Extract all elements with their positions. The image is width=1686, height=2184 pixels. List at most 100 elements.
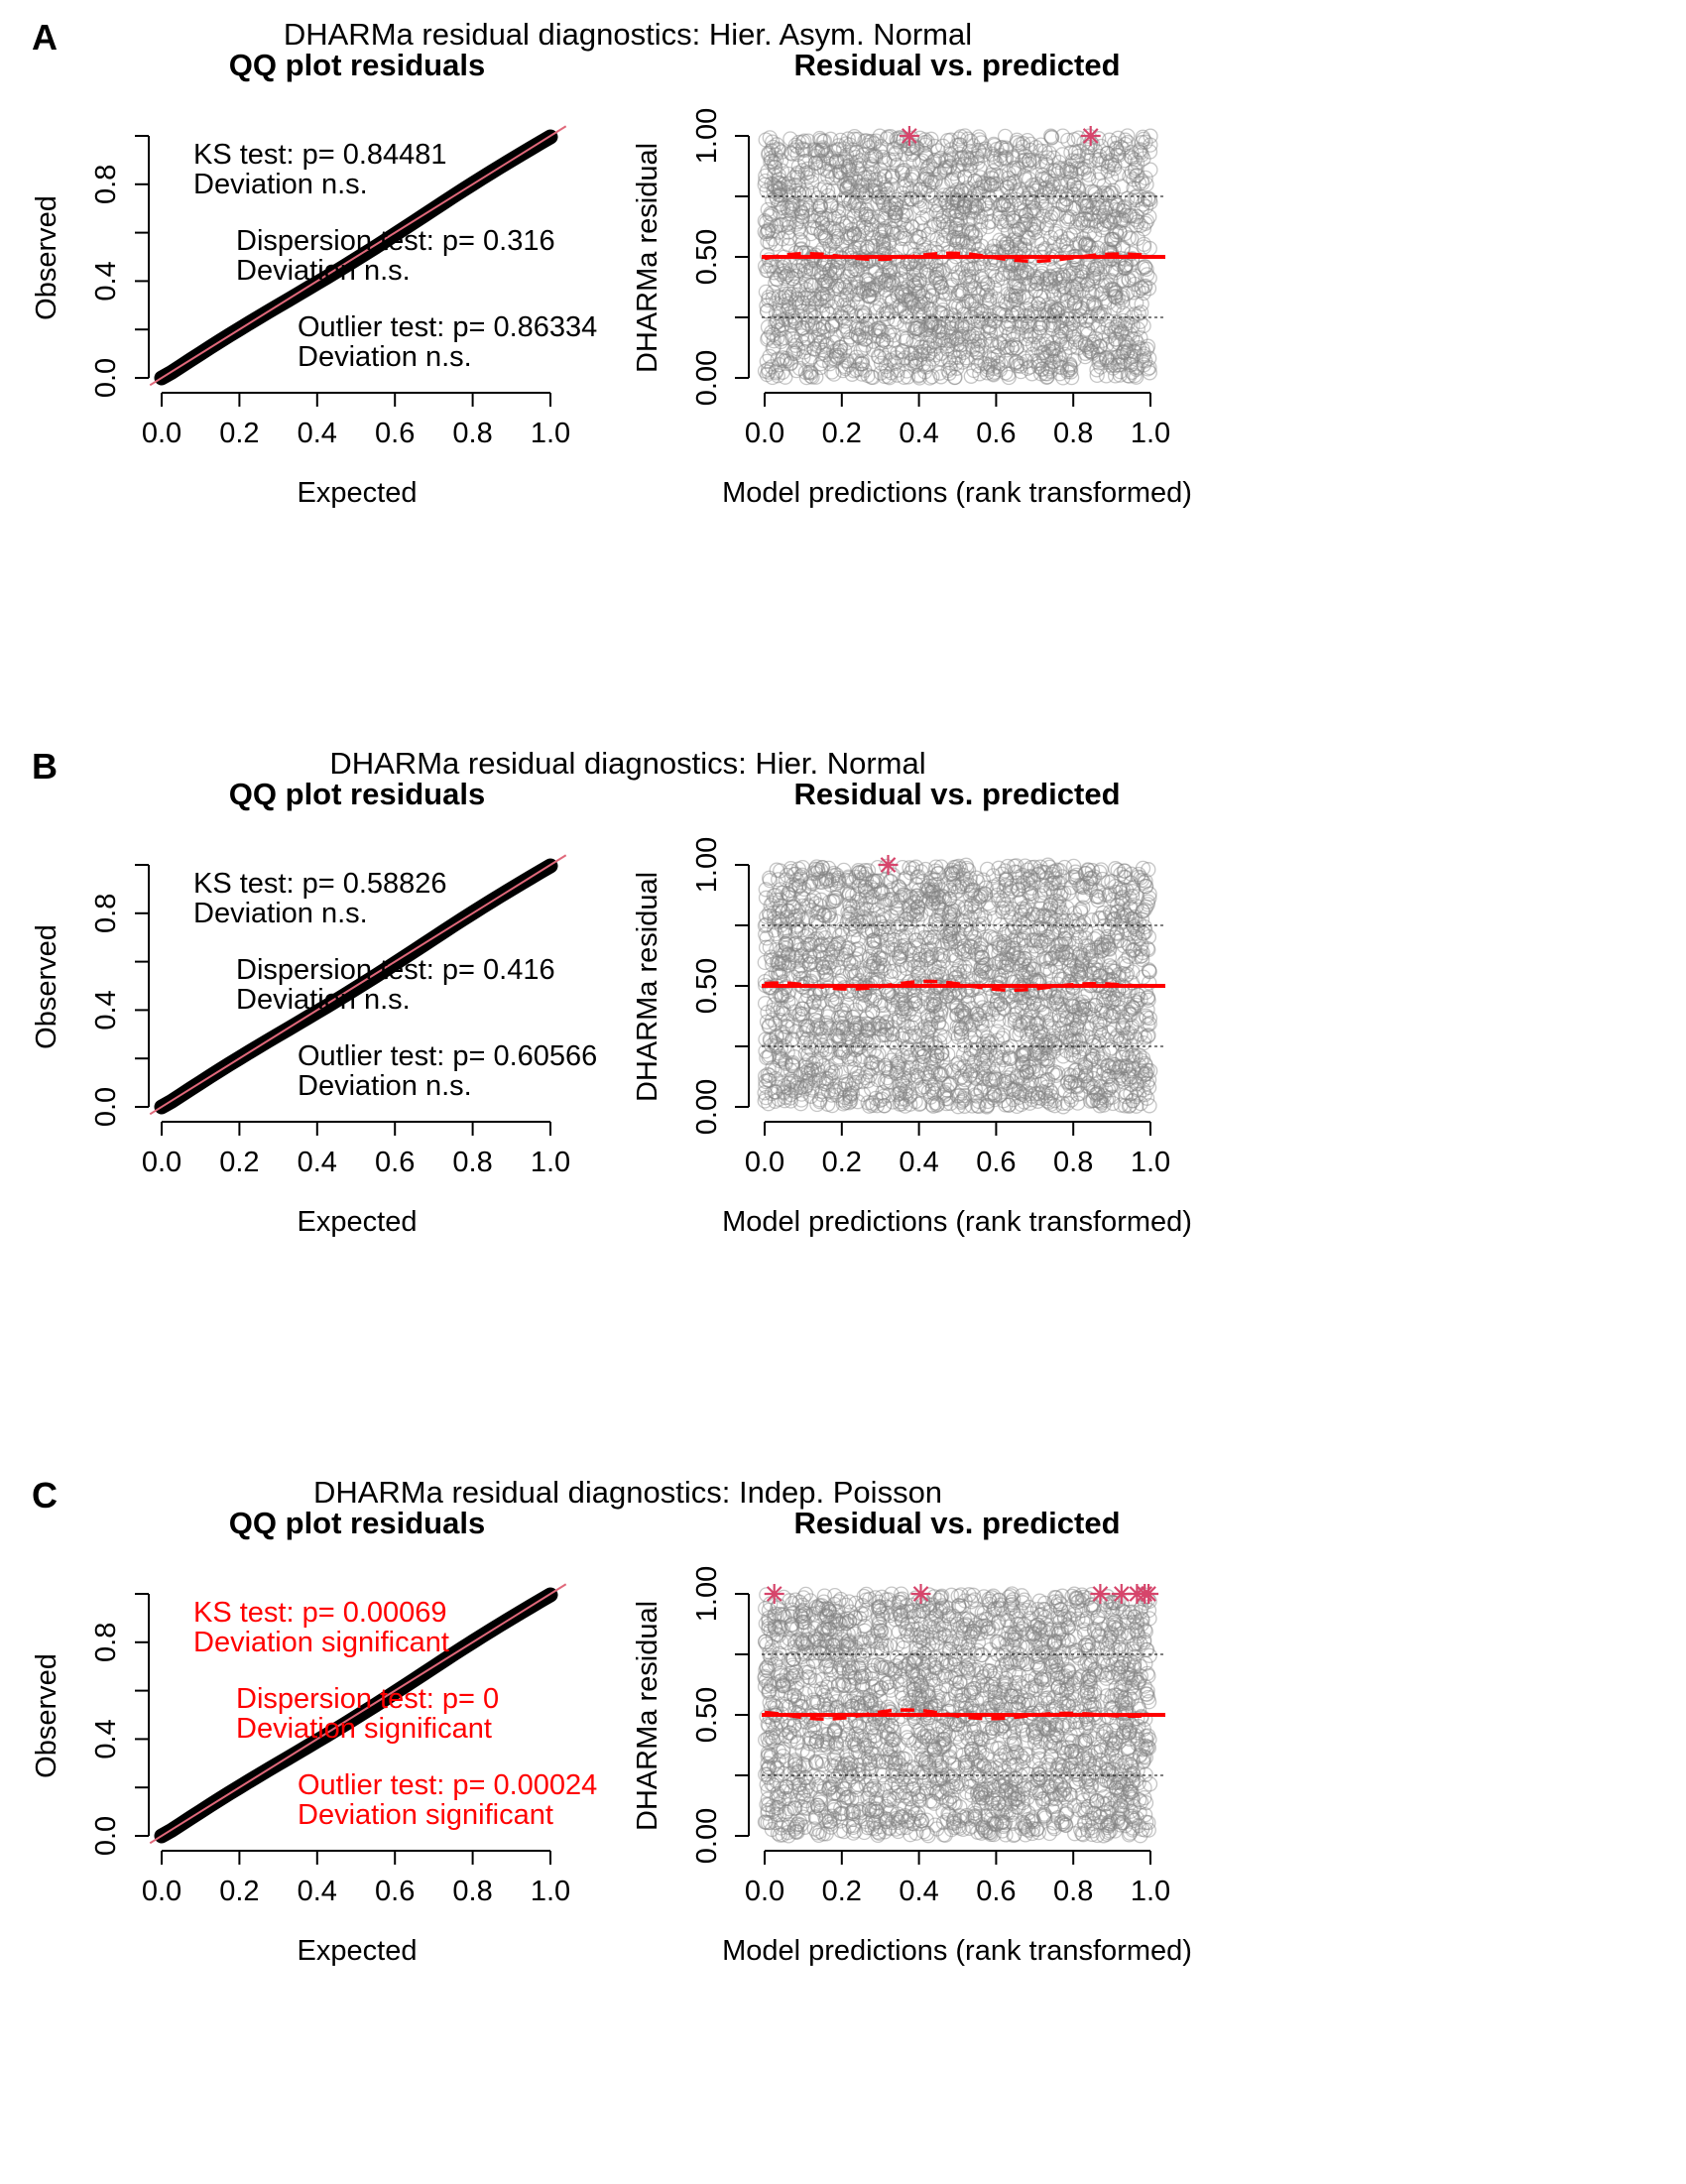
residual-point	[806, 341, 822, 357]
residual-point	[1042, 273, 1058, 289]
residual-x-tick-label: 0.2	[822, 418, 862, 449]
residual-point	[1116, 273, 1132, 289]
residual-point	[781, 286, 797, 302]
residual-point	[966, 260, 982, 277]
residual-point	[989, 323, 1005, 340]
residual-point	[1048, 247, 1064, 263]
residual-point	[964, 202, 980, 219]
residual-point	[839, 179, 856, 194]
residual-point	[775, 297, 791, 313]
residual-point	[1052, 270, 1068, 286]
residual-point	[804, 167, 820, 183]
residual-point	[824, 299, 840, 315]
residual-point	[980, 277, 996, 293]
residual-point	[1107, 357, 1123, 374]
residual-point	[780, 353, 795, 369]
residual-point	[847, 172, 863, 187]
residual-point	[821, 220, 837, 236]
residual-point	[1093, 286, 1109, 303]
residual-point	[1024, 221, 1039, 237]
residual-point	[819, 293, 836, 308]
residual-point	[1073, 190, 1089, 206]
panel-letter: A	[32, 17, 58, 58]
residual-point	[1130, 360, 1145, 376]
residual-point	[1053, 178, 1069, 193]
residual-point	[997, 294, 1014, 309]
qq-test-result: Dispersion test: p= 0.316	[236, 225, 555, 257]
residual-point	[1122, 368, 1138, 384]
residual-point	[1096, 219, 1112, 236]
residual-point	[804, 219, 820, 235]
residual-point	[1032, 268, 1049, 285]
residual-point	[851, 226, 867, 243]
residual-point	[941, 208, 957, 224]
residual-point	[800, 312, 816, 328]
residual-point	[796, 266, 812, 283]
residual-point	[876, 246, 892, 263]
residual-point	[1089, 270, 1105, 286]
residual-point	[886, 354, 902, 370]
residual-point	[907, 350, 923, 366]
residual-point	[834, 237, 850, 253]
residual-point	[1036, 350, 1052, 366]
residual-point	[789, 146, 805, 163]
residual-point	[786, 177, 803, 193]
residual-point	[823, 271, 839, 287]
qq-y-tick-label: 0.4	[90, 261, 122, 301]
residual-point	[998, 193, 1014, 209]
residual-point	[876, 222, 892, 239]
residual-point	[838, 218, 854, 234]
residual-point	[840, 189, 857, 206]
residual-point	[1120, 315, 1136, 331]
residual-point	[832, 347, 848, 364]
residual-point	[915, 222, 932, 239]
residual-point	[926, 281, 942, 297]
residual-point	[771, 318, 786, 334]
residual-point	[977, 195, 993, 211]
residual-x-tick-label: 0.0	[745, 418, 784, 449]
residual-point	[813, 267, 829, 283]
residual-point	[1077, 245, 1093, 261]
residual-point	[884, 177, 900, 192]
residual-point	[963, 133, 979, 149]
residual-point	[932, 351, 949, 367]
residual-point	[937, 160, 953, 176]
residual-point	[1062, 164, 1079, 181]
residual-point	[762, 208, 778, 224]
qq-x-tick-label: 0.4	[298, 418, 337, 449]
residual-point	[791, 263, 808, 279]
residual-point	[851, 232, 868, 248]
residual-point	[954, 328, 971, 345]
residual-point	[776, 263, 791, 280]
residual-point	[1065, 265, 1082, 282]
residual-point	[1019, 301, 1035, 317]
qq-y-tick-label: 0.8	[90, 165, 122, 204]
residual-point	[1040, 275, 1056, 292]
residual-point	[1014, 316, 1029, 333]
residual-point	[772, 181, 788, 196]
residual-point	[878, 282, 894, 298]
residual-point	[939, 197, 956, 213]
residual-point	[838, 173, 855, 188]
residual-point	[1117, 333, 1134, 350]
residual-point	[958, 268, 974, 285]
residual-point	[1089, 258, 1105, 275]
residual-point	[988, 155, 1005, 171]
residual-point	[857, 133, 873, 149]
residual-point	[823, 198, 839, 214]
residual-point	[1070, 276, 1086, 293]
residual-point	[801, 353, 817, 369]
residual-point	[913, 299, 930, 315]
residual-point	[1129, 335, 1145, 351]
residual-point	[1104, 157, 1120, 173]
residual-point	[935, 232, 952, 248]
residual-point	[1143, 194, 1158, 210]
residual-point	[1044, 205, 1061, 222]
qq-y-label: Observed	[31, 195, 62, 320]
residual-point	[1110, 317, 1126, 333]
residual-point	[783, 317, 799, 333]
residual-point	[873, 207, 890, 223]
residual-point	[780, 199, 795, 216]
residual-point	[861, 282, 877, 298]
residual-point	[948, 331, 965, 347]
